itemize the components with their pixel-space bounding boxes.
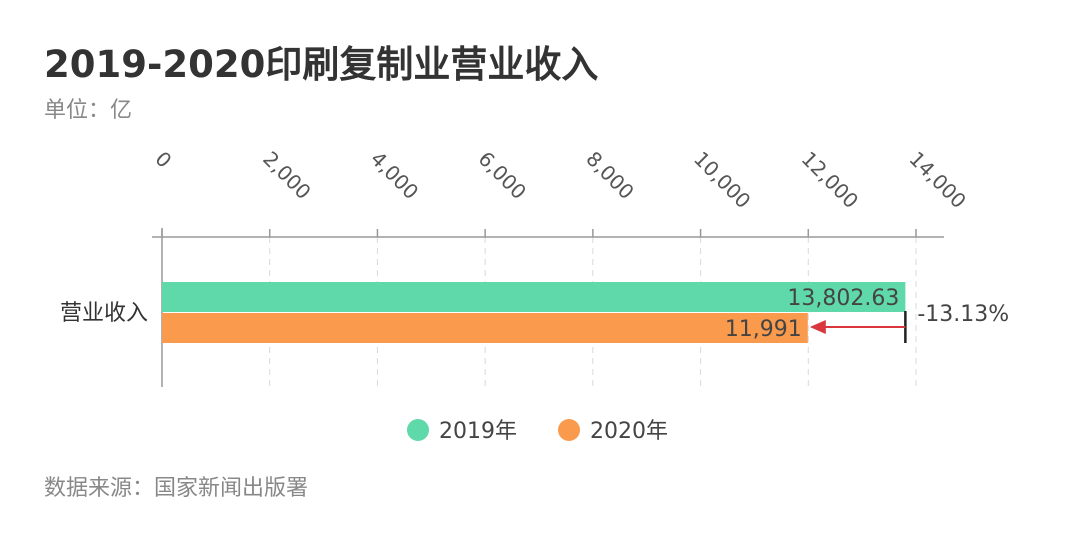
x-tick-label: 6,000: [474, 147, 531, 204]
bars: [162, 282, 906, 343]
x-tick-label: 10,000: [689, 147, 755, 213]
legend-item[interactable]: 2020年: [558, 419, 668, 444]
x-tick-label: 0: [150, 147, 176, 173]
x-tick-label: 8,000: [581, 147, 638, 204]
legend-label: 2019年: [439, 419, 517, 444]
x-tick-label: 14,000: [904, 147, 970, 213]
category-label: 营业收入: [60, 301, 148, 326]
x-tick-label: 4,000: [366, 147, 423, 204]
bar-value-label: 11,991: [725, 317, 802, 342]
annotation-label: -13.13%: [917, 302, 1009, 327]
legend-swatch: [407, 419, 429, 441]
change-annotation: -13.13%: [809, 302, 1009, 343]
chart-title: 2019-2020印刷复制业营业收入: [44, 43, 599, 86]
data-labels: 营业收入 13,802.63 11,991: [60, 286, 899, 342]
data-source: 数据来源：国家新闻出版署: [44, 476, 309, 501]
legend-item[interactable]: 2019年: [407, 419, 517, 444]
x-tick-label: 2,000: [258, 147, 315, 204]
annotation-arrow-head: [809, 320, 826, 334]
legend[interactable]: 2019年 2020年: [407, 419, 668, 444]
bar-2019年: [162, 282, 906, 312]
bar-2020年: [162, 313, 808, 343]
grid-lines: [269, 237, 917, 387]
legend-label: 2020年: [590, 419, 668, 444]
bar-value-label: 13,802.63: [787, 286, 899, 311]
unit-label: 单位：亿: [44, 98, 133, 123]
x-tick-label: 12,000: [797, 147, 863, 213]
x-tick-labels: 0 2,000 4,000 6,000 8,000 10,000 12,000 14,000: [150, 147, 970, 213]
legend-swatch: [558, 419, 580, 441]
